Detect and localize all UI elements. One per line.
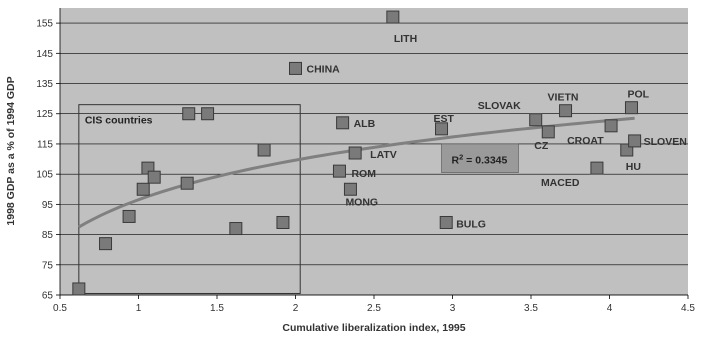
point-label-maced: MACED	[541, 177, 580, 189]
x-tick-label: 2.5	[367, 303, 381, 314]
data-points	[72, 10, 642, 296]
x-tick-label: 1.5	[210, 303, 224, 314]
data-point	[147, 170, 161, 184]
point-label-slovak: SLOVAK	[478, 100, 521, 112]
point-label-sloven: SLOVEN	[644, 136, 687, 148]
r-squared-label: R2 = 0.3345	[452, 152, 508, 166]
y-tick-label: 145	[36, 49, 53, 60]
data-point	[72, 282, 86, 296]
data-point	[201, 107, 215, 121]
y-tick-label: 95	[42, 200, 54, 211]
data-point-pol	[624, 101, 638, 115]
data-point	[180, 176, 194, 190]
data-point-bulg	[439, 215, 453, 229]
y-tick-label: 125	[36, 109, 53, 120]
data-point	[136, 182, 150, 196]
r2-prefix: R	[452, 154, 460, 166]
y-tick-label: 115	[37, 139, 53, 150]
point-label-lith: LITH	[394, 33, 417, 45]
y-tick-label: 155	[36, 19, 53, 30]
y-axis-ticks: 65 75 85 95 105 115 125 135 145 155	[36, 19, 60, 302]
x-axis-title: Cumulative liberalization index, 1995	[282, 322, 465, 334]
point-label-cz: CZ	[534, 140, 549, 152]
data-point-vietn	[559, 104, 573, 118]
point-label-est: EST	[434, 113, 455, 125]
r2-value: = 0.3345	[463, 154, 507, 166]
data-point-sloven	[628, 134, 642, 148]
x-axis-ticks: 0.5 1 1.5 2 2.5 3 3.5 4 4.5	[53, 295, 695, 314]
y-axis-title: 1998 GDP as a % of 1994 GDP	[5, 76, 17, 225]
r-squared-box	[441, 143, 519, 173]
point-label-china: CHINA	[307, 63, 341, 75]
point-label-bulg: BULG	[456, 218, 486, 230]
data-point-croat	[604, 119, 618, 133]
x-tick-label: 0.5	[53, 303, 67, 314]
y-tick-label: 65	[42, 291, 54, 302]
cis-group-label: CIS countries	[85, 115, 153, 127]
data-point-china	[289, 61, 302, 75]
x-tick-label: 2	[293, 303, 299, 314]
y-tick-label: 75	[42, 260, 54, 271]
data-point-rom	[332, 164, 346, 178]
data-point-alb	[336, 116, 350, 130]
data-point-lith	[386, 10, 400, 24]
data-point-est	[435, 122, 449, 136]
x-tick-label: 3.5	[524, 303, 538, 314]
data-point	[182, 107, 196, 121]
r2-superscript: 2	[459, 152, 463, 161]
x-tick-label: 4	[607, 303, 613, 314]
data-point-maced	[590, 161, 604, 175]
data-point-cz	[541, 125, 555, 139]
data-point	[276, 215, 290, 229]
data-point	[99, 237, 113, 251]
point-label-alb: ALB	[354, 118, 376, 130]
plot-area	[60, 8, 688, 295]
point-label-vietn: VIETN	[548, 92, 579, 104]
y-tick-label: 85	[42, 230, 54, 241]
data-point-latv	[348, 146, 362, 160]
point-label-mong: MONG	[345, 196, 378, 208]
data-point-slovak	[529, 113, 543, 127]
point-labels: CHINA ALB ROM LATV MONG LITH EST BULG SLOVAK CZ VI…	[307, 33, 687, 230]
x-tick-label: 3	[450, 303, 456, 314]
cis-group-box	[78, 104, 301, 294]
data-point	[229, 222, 243, 236]
data-point	[257, 143, 271, 157]
point-label-hu: HU	[626, 161, 641, 173]
point-label-pol: POL	[627, 89, 649, 101]
y-tick-label: 105	[36, 170, 53, 181]
point-label-latv: LATV	[370, 149, 397, 161]
y-tick-label: 135	[36, 79, 53, 90]
point-label-rom: ROM	[351, 168, 376, 180]
point-label-croat: CROAT	[567, 135, 604, 147]
x-tick-label: 1	[136, 303, 142, 314]
data-point-mong	[343, 182, 357, 196]
x-tick-label: 4.5	[681, 303, 695, 314]
data-point	[122, 209, 136, 223]
